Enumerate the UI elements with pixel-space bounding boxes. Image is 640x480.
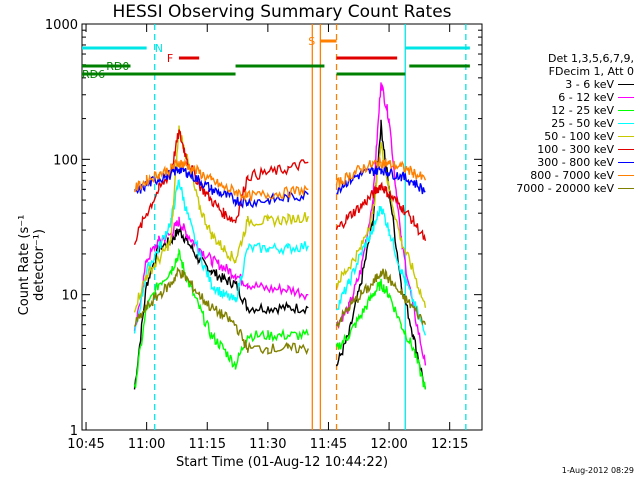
legend-item: 800 - 7000 keV: [482, 169, 634, 182]
legend-item: 7000 - 20000 keV: [482, 182, 634, 195]
series-line-3: [336, 205, 427, 336]
series-line-8: [335, 268, 427, 329]
legend-item: 100 - 300 keV: [482, 143, 634, 156]
legend-label: 3 - 6 keV: [565, 78, 614, 91]
y-tick-label: 1: [70, 424, 78, 439]
series-line-3: [133, 179, 309, 334]
x-axis-label: Start Time (01-Aug-12 10:44:22): [175, 455, 389, 470]
series-line-7: [134, 158, 309, 202]
legend-label: 12 - 25 keV: [551, 104, 614, 117]
x-tick-label: 12:00: [370, 437, 407, 452]
y-tick-label: 100: [53, 153, 78, 168]
series-line-1: [335, 82, 427, 366]
flag-label-rd6: RD6: [82, 68, 105, 81]
date-stamp: 1-Aug-2012 08:29: [561, 466, 634, 475]
series-line-4: [133, 125, 309, 313]
legend-label: 6 - 12 keV: [558, 91, 614, 104]
plot-frame: [81, 23, 483, 431]
series-line-5: [335, 181, 427, 241]
x-tick-label: 11:00: [128, 437, 165, 452]
legend-swatch: [618, 175, 634, 176]
x-tick-label: 11:45: [310, 437, 347, 452]
x-tick-label: 10:45: [67, 437, 104, 452]
legend-swatch: [618, 149, 634, 150]
legend-swatch: [618, 110, 634, 111]
legend-item: 25 - 50 keV: [482, 117, 634, 130]
legend-item: 50 - 100 keV: [482, 130, 634, 143]
legend-swatch: [618, 123, 634, 124]
series-line-7: [335, 157, 427, 188]
series-line-4: [335, 142, 427, 308]
series-line-2: [133, 247, 309, 389]
flag-label-rd0: RD0: [106, 60, 129, 73]
legend-label: 100 - 300 keV: [537, 143, 614, 156]
series-line-1: [133, 216, 309, 332]
x-tick-label: 12:15: [431, 437, 468, 452]
legend-swatch: [618, 84, 634, 85]
flag-label-f: F: [167, 52, 173, 65]
legend: Det 1,3,5,6,7,9, FDecim 1, Att 0 3 - 6 k…: [482, 52, 634, 195]
legend-label: 7000 - 20000 keV: [516, 182, 614, 195]
legend-header-line-1: Det 1,3,5,6,7,9,: [547, 52, 634, 65]
chart-title: HESSI Observing Summary Count Rates: [112, 2, 452, 22]
series-line-5: [133, 129, 309, 245]
legend-label: 25 - 50 keV: [551, 117, 614, 130]
legend-item: 6 - 12 keV: [482, 91, 634, 104]
legend-header-line-2: FDecim 1, Att 0: [548, 65, 634, 78]
series-line-2: [335, 278, 427, 390]
series-line-0: [335, 119, 427, 390]
legend-item: 3 - 6 keV: [482, 78, 634, 91]
legend-label: 800 - 7000 keV: [530, 169, 614, 182]
y-tick-label: 10: [61, 289, 78, 304]
legend-label: 300 - 800 keV: [537, 156, 614, 169]
series-line-6: [134, 164, 309, 209]
x-tick-label: 11:30: [249, 437, 286, 452]
legend-swatch: [618, 188, 634, 189]
flag-label-n: N: [155, 42, 163, 55]
legend-swatch: [618, 97, 634, 98]
legend-label: 50 - 100 keV: [544, 130, 614, 143]
x-tick-label: 11:15: [189, 437, 226, 452]
legend-item: 300 - 800 keV: [482, 156, 634, 169]
legend-swatch: [618, 162, 634, 163]
flag-label-s: S: [308, 35, 315, 48]
series-line-8: [133, 266, 309, 356]
legend-item: 12 - 25 keV: [482, 104, 634, 117]
y-tick-label: 1000: [45, 18, 78, 33]
legend-swatch: [618, 136, 634, 137]
